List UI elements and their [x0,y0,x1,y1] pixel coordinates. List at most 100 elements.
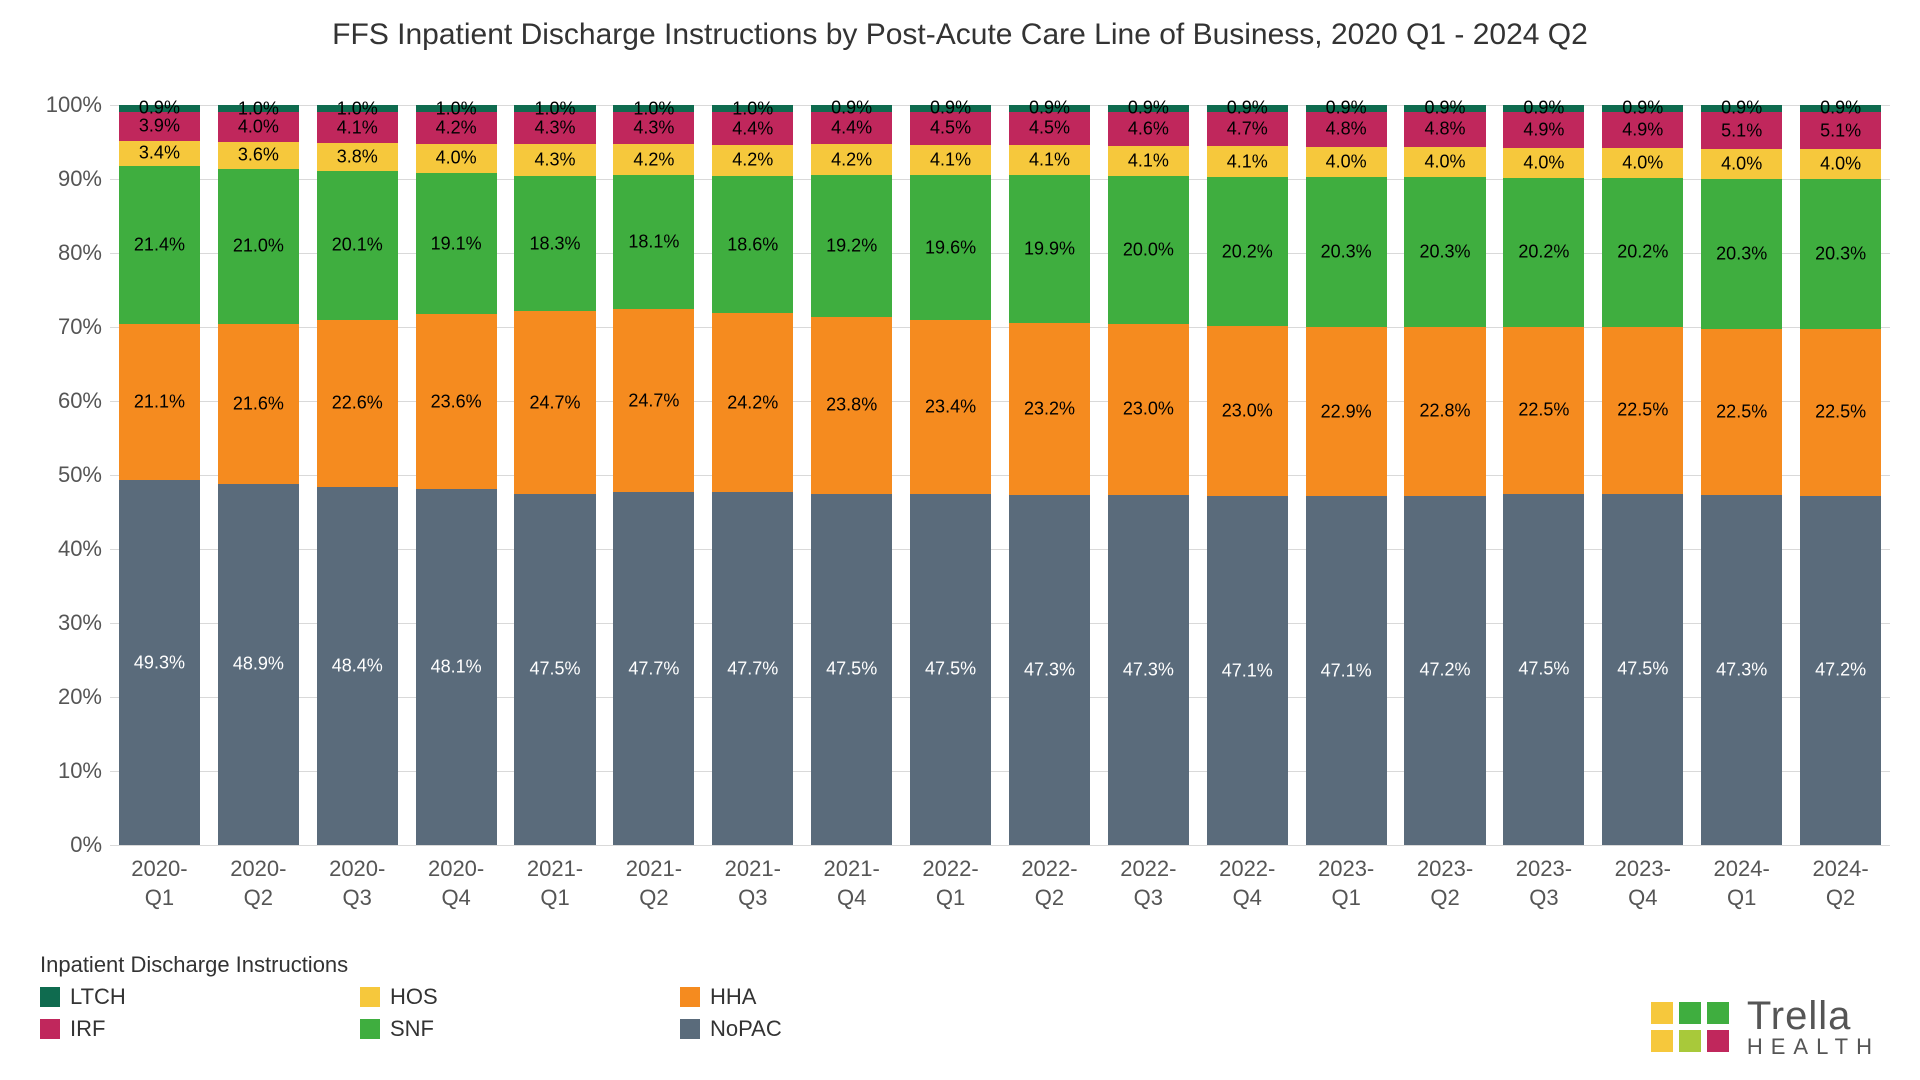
bar-segment-label: 0.9% [1306,98,1387,119]
bar-segment-snf: 20.2% [1207,177,1288,326]
y-tick-label: 100% [46,92,102,118]
bar-slot: 47.5%23.8%19.2%4.2%4.4%0.9% [802,105,901,845]
stacked-bar: 47.1%22.9%20.3%4.0%4.8%0.9% [1306,105,1387,845]
legend-item-irf: IRF [40,1016,360,1042]
bar-segment-hha: 24.7% [514,311,595,494]
x-tick-label: 2021- Q3 [703,855,802,912]
bar-segment-label: 4.2% [416,117,497,138]
bar-slot: 47.7%24.2%18.6%4.2%4.4%1.0% [703,105,802,845]
bar-segment-ltch: 1.0% [416,105,497,112]
bar-segment-label: 19.6% [910,237,991,258]
bar-slot: 47.2%22.5%20.3%4.0%5.1%0.9% [1791,105,1890,845]
bar-segment-label: 4.7% [1207,119,1288,140]
bar-segment-label: 18.6% [712,234,793,255]
bar-segment-label: 3.4% [119,143,200,164]
y-tick-label: 30% [58,610,102,636]
bar-segment-ltch: 0.9% [1800,105,1881,112]
bar-segment-label: 0.9% [1701,98,1782,119]
bar-segment-label: 20.2% [1602,242,1683,263]
bar-segment-label: 20.2% [1503,242,1584,263]
bar-segment-label: 47.3% [1701,660,1782,681]
bar-slot: 47.5%23.4%19.6%4.1%4.5%0.9% [901,105,1000,845]
bar-segment-hos: 4.0% [1503,148,1584,178]
bar-segment-hos: 4.0% [416,144,497,174]
bar-segment-nopac: 49.3% [119,480,200,845]
stacked-bar: 47.5%23.4%19.6%4.1%4.5%0.9% [910,105,991,845]
bar-segment-label: 23.8% [811,395,892,416]
bar-segment-label: 3.8% [317,146,398,167]
bar-segment-hha: 22.5% [1800,329,1881,496]
x-tick-label: 2021- Q1 [506,855,605,912]
bar-segment-ltch: 0.9% [1108,105,1189,112]
bar-segment-label: 21.0% [218,236,299,257]
bar-segment-label: 23.4% [910,396,991,417]
legend-swatch-icon [360,1019,380,1039]
x-tick-label: 2022- Q2 [1000,855,1099,912]
bar-segment-hos: 4.2% [811,144,892,175]
grid-line [110,845,1890,846]
bar-slot: 47.2%22.8%20.3%4.0%4.8%0.9% [1396,105,1495,845]
bar-segment-label: 19.1% [416,233,497,254]
brand-square-icon [1679,1030,1701,1052]
bar-segment-hos: 4.0% [1800,149,1881,179]
bar-segment-nopac: 47.1% [1207,496,1288,845]
bar-segment-ltch: 1.0% [514,105,595,112]
bar-segment-label: 1.0% [218,98,299,119]
bar-segment-label: 18.3% [514,233,595,254]
bar-segment-snf: 19.6% [910,175,991,320]
bar-segment-hos: 4.1% [1009,145,1090,175]
bar-segment-hos: 4.0% [1701,149,1782,179]
bar-segment-hha: 22.5% [1602,327,1683,494]
bar-segment-label: 4.8% [1306,119,1387,140]
bar-segment-label: 4.9% [1602,119,1683,140]
brand-square-icon [1707,1030,1729,1052]
bar-segment-hha: 23.4% [910,320,991,493]
bar-segment-hha: 24.7% [613,309,694,492]
bar-segment-snf: 19.9% [1009,175,1090,322]
legend-label: LTCH [70,984,126,1010]
bar-segment-snf: 20.3% [1800,179,1881,329]
legend-item-snf: SNF [360,1016,680,1042]
bar-slot: 47.5%22.5%20.2%4.0%4.9%0.9% [1593,105,1692,845]
bar-segment-label: 47.1% [1207,660,1288,681]
bar-segment-hos: 4.1% [1207,146,1288,176]
bar-segment-label: 20.0% [1108,240,1189,261]
bar-segment-ltch: 0.9% [1602,105,1683,112]
bar-segment-snf: 19.1% [416,173,497,314]
bar-segment-ltch: 0.9% [1701,105,1782,112]
bar-segment-label: 5.1% [1800,120,1881,141]
bar-segment-label: 21.1% [119,392,200,413]
bar-segment-label: 4.0% [1800,154,1881,175]
bar-segment-nopac: 47.5% [910,494,991,846]
bar-segment-nopac: 47.5% [1602,494,1683,846]
bar-segment-hos: 4.2% [613,144,694,175]
legend-label: HOS [390,984,438,1010]
bar-segment-label: 4.0% [1701,154,1782,175]
bar-segment-label: 47.3% [1108,659,1189,680]
bar-segment-label: 20.1% [317,235,398,256]
bar-segment-ltch: 0.9% [1207,105,1288,112]
bar-slot: 48.4%22.6%20.1%3.8%4.1%1.0% [308,105,407,845]
bar-segment-label: 1.0% [416,98,497,119]
bar-segment-hos: 4.1% [1108,146,1189,176]
x-tick-label: 2024- Q1 [1692,855,1791,912]
stacked-bar: 47.5%24.7%18.3%4.3%4.3%1.0% [514,105,595,845]
chart-title: FFS Inpatient Discharge Instructions by … [0,18,1920,52]
x-tick-label: 2023- Q4 [1593,855,1692,912]
bar-segment-label: 47.5% [1503,659,1584,680]
y-axis: 0%10%20%30%40%50%60%70%80%90%100% [0,105,110,845]
bar-segment-label: 4.2% [613,149,694,170]
bar-segment-hha: 22.9% [1306,327,1387,496]
bar-slot: 48.9%21.6%21.0%3.6%4.0%1.0% [209,105,308,845]
x-axis-labels: 2020- Q12020- Q22020- Q32020- Q42021- Q1… [110,855,1890,912]
bar-segment-label: 49.3% [119,652,200,673]
bar-segment-label: 48.4% [317,655,398,676]
brand-square-icon [1651,1030,1673,1052]
x-tick-label: 2022- Q3 [1099,855,1198,912]
legend-item-ltch: LTCH [40,984,360,1010]
stacked-bar: 47.3%23.2%19.9%4.1%4.5%0.9% [1009,105,1090,845]
x-tick-label: 2023- Q1 [1297,855,1396,912]
bar-segment-label: 22.9% [1306,401,1387,422]
bar-segment-label: 19.9% [1009,239,1090,260]
stacked-bar: 47.2%22.5%20.3%4.0%5.1%0.9% [1800,105,1881,845]
